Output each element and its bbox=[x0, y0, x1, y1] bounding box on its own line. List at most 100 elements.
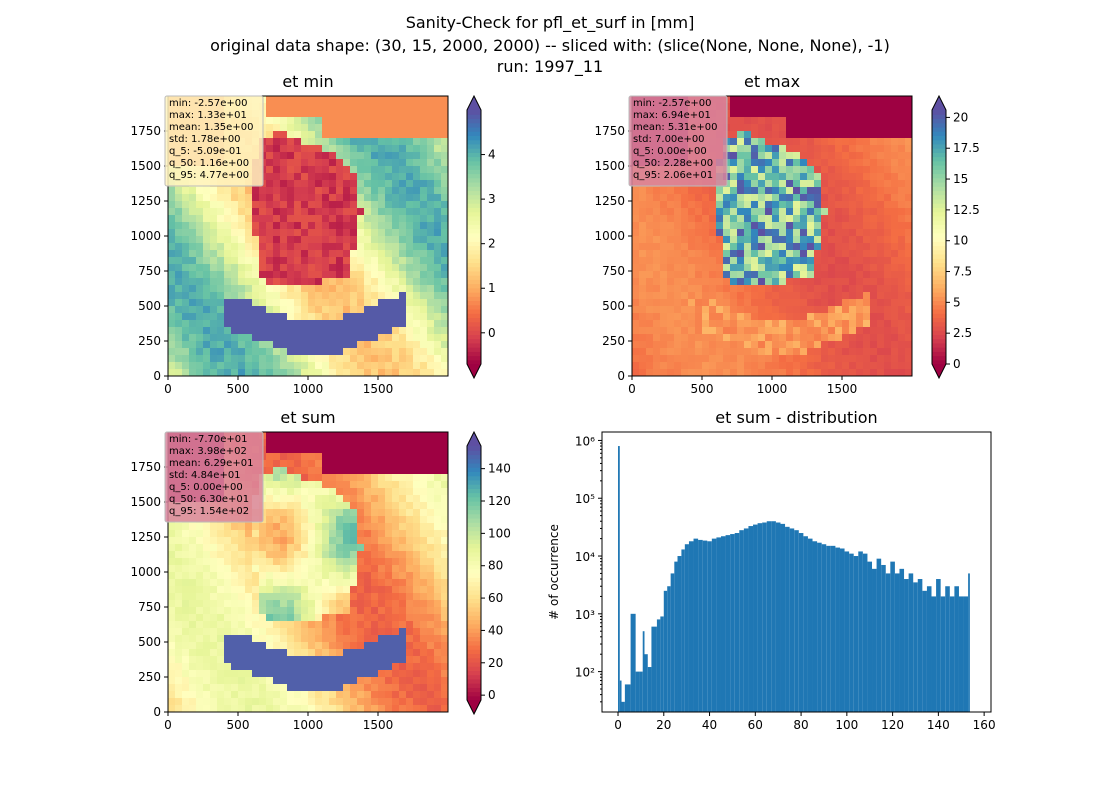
heatmap-cell bbox=[294, 166, 302, 174]
heatmap-cell bbox=[280, 341, 288, 349]
heatmap-cell bbox=[245, 600, 253, 608]
heatmap-cell bbox=[793, 348, 801, 356]
heatmap-cell bbox=[350, 502, 358, 510]
heatmap-cell bbox=[849, 110, 857, 118]
heatmap-cell bbox=[800, 124, 808, 132]
heatmap-cell bbox=[287, 278, 295, 286]
heatmap-cell bbox=[667, 334, 675, 342]
heatmap-cell bbox=[252, 264, 260, 272]
heatmap-cell bbox=[280, 313, 288, 321]
heatmap-cell bbox=[280, 579, 288, 587]
heatmap-cell bbox=[301, 243, 309, 251]
heatmap-cell bbox=[653, 320, 661, 328]
heatmap-cell bbox=[849, 187, 857, 195]
heatmap-cell bbox=[406, 348, 414, 356]
colorbar-segment bbox=[932, 228, 946, 234]
heatmap-cell bbox=[709, 327, 717, 335]
heatmap-cell bbox=[427, 306, 435, 314]
heatmap-cell bbox=[399, 516, 407, 524]
heatmap-cell bbox=[709, 292, 717, 300]
heatmap-cell bbox=[842, 138, 850, 146]
heatmap-cell bbox=[420, 180, 428, 188]
heatmap-cell bbox=[653, 222, 661, 230]
heatmap-cell bbox=[308, 187, 316, 195]
heatmap-cell bbox=[413, 257, 421, 265]
heatmap-cell bbox=[427, 278, 435, 286]
heatmap-cell bbox=[287, 607, 295, 615]
heatmap-cell bbox=[350, 124, 358, 132]
heatmap-cell bbox=[350, 642, 358, 650]
heatmap-cell bbox=[266, 110, 274, 118]
heatmap-cell bbox=[793, 327, 801, 335]
heatmap-cell bbox=[350, 551, 358, 559]
heatmap-cell bbox=[870, 173, 878, 181]
heatmap-cell bbox=[189, 579, 197, 587]
heatmap-cell bbox=[863, 166, 871, 174]
heatmap-cell bbox=[723, 348, 731, 356]
heatmap-cell bbox=[406, 537, 414, 545]
heatmap-cell bbox=[315, 607, 323, 615]
heatmap-cell bbox=[653, 194, 661, 202]
heatmap-cell bbox=[273, 348, 281, 356]
heatmap-cell bbox=[399, 215, 407, 223]
colorbar-segment bbox=[932, 232, 946, 238]
heatmap-cell bbox=[294, 208, 302, 216]
heatmap-cell bbox=[273, 236, 281, 244]
heatmap-cell bbox=[406, 229, 414, 237]
heatmap-cell bbox=[406, 467, 414, 475]
heatmap-cell bbox=[343, 537, 351, 545]
heatmap-cell bbox=[420, 320, 428, 328]
heatmap-cell bbox=[343, 544, 351, 552]
heatmap-cell bbox=[807, 215, 815, 223]
heatmap-cell bbox=[681, 201, 689, 209]
heatmap-cell bbox=[266, 362, 274, 370]
heatmap-cell bbox=[660, 299, 668, 307]
heatmap-cell bbox=[765, 292, 773, 300]
heatmap-cell bbox=[653, 201, 661, 209]
heatmap-cell bbox=[765, 299, 773, 307]
heatmap-cell bbox=[779, 285, 787, 293]
heatmap-cell bbox=[308, 369, 316, 376]
colorbar-tick-label: 15 bbox=[953, 172, 968, 186]
heatmap-cell bbox=[807, 327, 815, 335]
heatmap-cell bbox=[744, 131, 752, 139]
heatmap-cell bbox=[196, 187, 204, 195]
heatmap-cell bbox=[434, 117, 442, 125]
heatmap-cell bbox=[238, 586, 246, 594]
heatmap-cell bbox=[294, 117, 302, 125]
heatmap-cell bbox=[849, 166, 857, 174]
heatmap-cell bbox=[224, 236, 232, 244]
heatmap-cell bbox=[336, 264, 344, 272]
heatmap-cell bbox=[849, 292, 857, 300]
heatmap-cell bbox=[217, 271, 225, 279]
heatmap-cell bbox=[196, 362, 204, 370]
heatmap-cell bbox=[231, 537, 239, 545]
heatmap-cell bbox=[364, 180, 372, 188]
heatmap-cell bbox=[210, 208, 218, 216]
heatmap-cell bbox=[245, 670, 253, 678]
heatmap-cell bbox=[807, 131, 815, 139]
heatmap-cell bbox=[905, 201, 912, 209]
heatmap-cell bbox=[441, 96, 448, 104]
heatmap-cell bbox=[168, 229, 176, 237]
heatmap-cell bbox=[343, 523, 351, 531]
colorbar-segment bbox=[932, 139, 946, 145]
colorbar-tick-label: 5 bbox=[953, 295, 961, 309]
heatmap-cell bbox=[779, 103, 787, 111]
heatmap-cell bbox=[646, 285, 654, 293]
heatmap-cell bbox=[210, 327, 218, 335]
heatmap-cell bbox=[709, 348, 717, 356]
heatmap-cell bbox=[364, 194, 372, 202]
heatmap-cell bbox=[765, 243, 773, 251]
heatmap-cell bbox=[863, 173, 871, 181]
colorbar-segment bbox=[932, 342, 946, 348]
heatmap-cell bbox=[210, 593, 218, 601]
heatmap-cell bbox=[385, 509, 393, 517]
heatmap-cell bbox=[371, 439, 379, 447]
heatmap-cell bbox=[765, 117, 773, 125]
heatmap-cell bbox=[385, 278, 393, 286]
heatmap-cell bbox=[793, 243, 801, 251]
heatmap-cell bbox=[315, 208, 323, 216]
heatmap-cell bbox=[252, 369, 260, 376]
heatmap-cell bbox=[420, 306, 428, 314]
